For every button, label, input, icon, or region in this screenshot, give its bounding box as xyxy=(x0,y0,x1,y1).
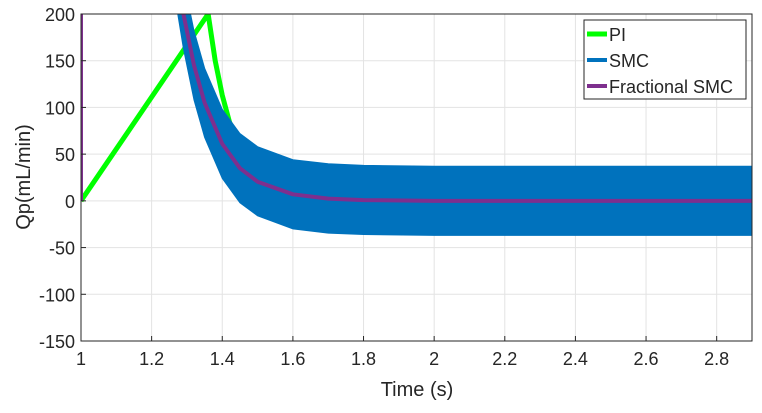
y-tick-label: 50 xyxy=(55,145,75,165)
y-tick-label: 100 xyxy=(45,98,75,118)
x-tick-label: 2 xyxy=(429,349,439,369)
x-tick-label: 1.2 xyxy=(139,349,164,369)
x-tick-label: 1 xyxy=(76,349,86,369)
x-tick-label: 2.4 xyxy=(563,349,588,369)
x-tick-label: 1.8 xyxy=(351,349,376,369)
y-tick-label: 150 xyxy=(45,52,75,72)
legend-label: SMC xyxy=(609,51,649,71)
legend: PI SMC Fractional SMC xyxy=(583,19,747,100)
legend-label: Fractional SMC xyxy=(609,77,733,97)
y-tick-label: -100 xyxy=(39,285,75,305)
series-fractional-smc-line xyxy=(81,14,752,203)
x-tick-label: 2.6 xyxy=(634,349,659,369)
y-tick-label: -150 xyxy=(39,332,75,352)
tick-labels: 1 1.2 1.4 1.6 1.8 2 2.2 2.4 2.6 2.8 200 150 100 50 0 -5… xyxy=(39,5,729,369)
x-axis-label: Time (s) xyxy=(381,379,454,401)
y-tick-label: 0 xyxy=(65,192,75,212)
y-tick-label: -50 xyxy=(49,239,75,259)
y-tick-label: 200 xyxy=(45,5,75,25)
y-axis-label: Qp(mL/min) xyxy=(13,124,35,230)
x-tick-label: 2.8 xyxy=(704,349,729,369)
legend-box xyxy=(583,19,747,100)
plot-area xyxy=(81,14,752,236)
series-smc-band xyxy=(172,14,752,236)
axes-frame xyxy=(80,13,753,342)
x-tick-label: 1.4 xyxy=(210,349,235,369)
x-tick-label: 1.6 xyxy=(280,349,305,369)
legend-label: PI xyxy=(609,25,626,45)
x-tick-label: 2.2 xyxy=(492,349,517,369)
